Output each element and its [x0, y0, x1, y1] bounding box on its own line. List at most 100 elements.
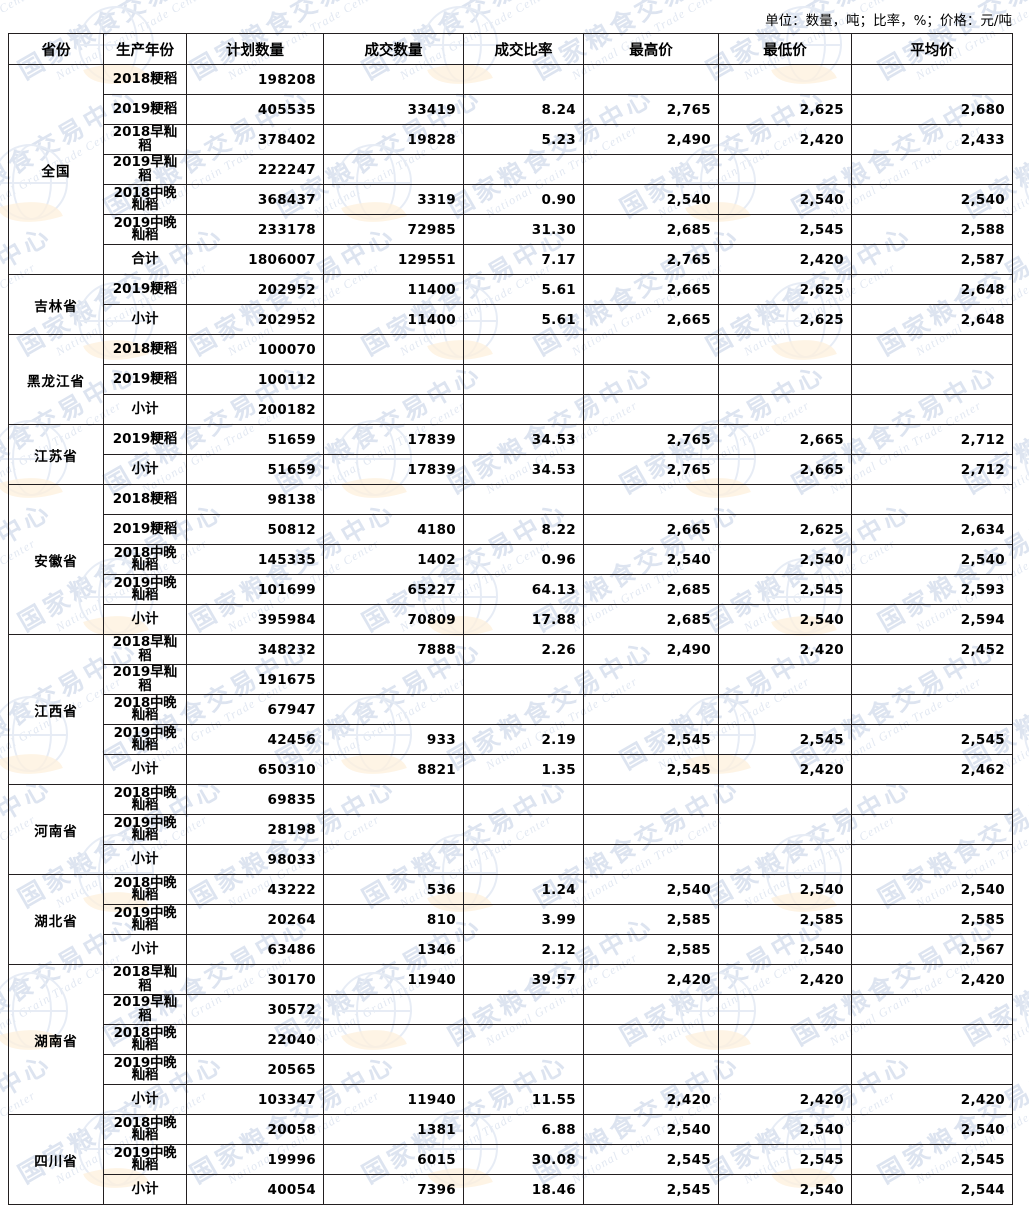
high-price-cell — [583, 364, 719, 395]
year-type-cell: 2019中晚籼稻 — [103, 214, 187, 245]
province-cell: 江西省 — [8, 634, 104, 785]
province-cell: 黑龙江省 — [8, 334, 104, 425]
plan-qty-cell: 30170 — [186, 964, 324, 995]
plan-qty-cell: 378402 — [186, 124, 324, 155]
deal-qty-cell: 6015 — [323, 1144, 464, 1175]
table-row: 2019粳稻 50812 4180 8.22 2,665 2,625 2,634 — [9, 514, 1013, 545]
table-header: 省份 生产年份 计划数量 成交数量 成交比率 最高价 最低价 平均价 — [8, 33, 1013, 65]
province-cell: 江苏省 — [8, 424, 104, 485]
deal-qty-cell: 72985 — [323, 214, 464, 245]
low-price-cell — [718, 694, 852, 725]
low-price-cell: 2,420 — [718, 244, 852, 275]
table-row: 2019中晚籼稻 19996 6015 30.08 2,545 2,545 2,545 — [9, 1144, 1013, 1175]
low-price-cell: 2,540 — [718, 874, 852, 905]
deal-qty-cell — [323, 154, 464, 185]
column-header-deal_ratio: 成交比率 — [463, 33, 584, 65]
plan-qty-cell: 63486 — [186, 934, 324, 965]
year-type-cell: 2019中晚籼稻 — [103, 1144, 187, 1175]
deal-qty-cell: 3319 — [323, 184, 464, 215]
low-price-cell: 2,540 — [718, 1114, 852, 1145]
table-row: 小计 51659 17839 34.53 2,765 2,665 2,712 — [9, 454, 1013, 485]
high-price-cell: 2,540 — [583, 1114, 719, 1145]
table-row: 2018早籼稻 378402 19828 5.23 2,490 2,420 2,433 — [9, 124, 1013, 155]
deal-ratio-cell — [463, 154, 584, 185]
high-price-cell — [583, 394, 719, 425]
deal-qty-cell: 1402 — [323, 544, 464, 575]
deal-qty-cell — [323, 484, 464, 515]
year-type-cell: 合计 — [103, 244, 187, 275]
year-type-cell: 2018中晚籼稻 — [103, 1024, 187, 1055]
high-price-cell — [583, 694, 719, 725]
deal-ratio-cell: 64.13 — [463, 574, 584, 605]
deal-ratio-cell: 1.35 — [463, 754, 584, 785]
avg-price-cell: 2,567 — [851, 934, 1013, 965]
high-price-cell: 2,665 — [583, 514, 719, 545]
low-price-cell — [718, 1054, 852, 1085]
year-type-cell: 2019中晚籼稻 — [103, 814, 187, 845]
deal-ratio-cell — [463, 394, 584, 425]
table-row: 小计 202952 11400 5.61 2,665 2,625 2,648 — [9, 304, 1013, 335]
avg-price-cell: 2,540 — [851, 184, 1013, 215]
deal-qty-cell: 1381 — [323, 1114, 464, 1145]
table-row: 小计 63486 1346 2.12 2,585 2,540 2,567 — [9, 934, 1013, 965]
table-row: 小计 98033 — [9, 844, 1013, 875]
plan-qty-cell: 222247 — [186, 154, 324, 185]
high-price-cell — [583, 814, 719, 845]
year-type-cell: 2019粳稻 — [103, 274, 187, 305]
low-price-cell: 2,540 — [718, 184, 852, 215]
deal-ratio-cell: 2.12 — [463, 934, 584, 965]
avg-price-cell: 2,585 — [851, 904, 1013, 935]
deal-ratio-cell: 5.61 — [463, 304, 584, 335]
avg-price-cell: 2,420 — [851, 1084, 1013, 1115]
plan-qty-cell: 191675 — [186, 664, 324, 695]
avg-price-cell — [851, 664, 1013, 695]
low-price-cell: 2,665 — [718, 454, 852, 485]
deal-qty-cell — [323, 1054, 464, 1085]
column-header-avg_price: 平均价 — [851, 33, 1013, 65]
deal-qty-cell: 129551 — [323, 244, 464, 275]
deal-qty-cell: 11400 — [323, 274, 464, 305]
avg-price-cell: 2,712 — [851, 454, 1013, 485]
year-type-cell: 2019中晚籼稻 — [103, 724, 187, 755]
deal-qty-cell — [323, 64, 464, 95]
year-type-cell: 小计 — [103, 304, 187, 335]
deal-qty-cell: 1346 — [323, 934, 464, 965]
table-row: 2018中晚籼稻 368437 3319 0.90 2,540 2,540 2,540 — [9, 184, 1013, 215]
high-price-cell: 2,585 — [583, 904, 719, 935]
deal-qty-cell — [323, 694, 464, 725]
table-row: 2019中晚籼稻 28198 — [9, 814, 1013, 845]
unit-note: 单位：数量，吨；比率，%；价格：元/吨 — [765, 13, 1012, 29]
deal-qty-cell: 933 — [323, 724, 464, 755]
low-price-cell: 2,420 — [718, 634, 852, 665]
year-type-cell: 2018中晚籼稻 — [103, 1114, 187, 1145]
avg-price-cell: 2,588 — [851, 214, 1013, 245]
plan-qty-cell: 1806007 — [186, 244, 324, 275]
deal-ratio-cell — [463, 994, 584, 1025]
year-type-cell: 小计 — [103, 1084, 187, 1115]
deal-ratio-cell: 30.08 — [463, 1144, 584, 1175]
avg-price-cell: 2,680 — [851, 94, 1013, 125]
deal-qty-cell — [323, 994, 464, 1025]
high-price-cell: 2,765 — [583, 424, 719, 455]
low-price-cell: 2,540 — [718, 604, 852, 635]
avg-price-cell — [851, 814, 1013, 845]
table-row: 小计 103347 11940 11.55 2,420 2,420 2,420 — [9, 1084, 1013, 1115]
year-type-cell: 2019中晚籼稻 — [103, 1054, 187, 1085]
year-type-cell: 2019中晚籼稻 — [103, 574, 187, 605]
plan-qty-cell: 20565 — [186, 1054, 324, 1085]
plan-qty-cell: 51659 — [186, 454, 324, 485]
high-price-cell: 2,585 — [583, 934, 719, 965]
low-price-cell — [718, 334, 852, 365]
province-cell: 湖北省 — [8, 874, 104, 965]
table-row: 2019早籼稻 30572 — [9, 994, 1013, 1025]
high-price-cell: 2,540 — [583, 544, 719, 575]
deal-ratio-cell — [463, 664, 584, 695]
high-price-cell: 2,685 — [583, 604, 719, 635]
year-type-cell: 2018中晚籼稻 — [103, 694, 187, 725]
avg-price-cell: 2,452 — [851, 634, 1013, 665]
year-type-cell: 小计 — [103, 934, 187, 965]
year-type-cell: 小计 — [103, 394, 187, 425]
high-price-cell: 2,765 — [583, 454, 719, 485]
deal-ratio-cell — [463, 1054, 584, 1085]
year-type-cell: 2018早籼稻 — [103, 634, 187, 665]
